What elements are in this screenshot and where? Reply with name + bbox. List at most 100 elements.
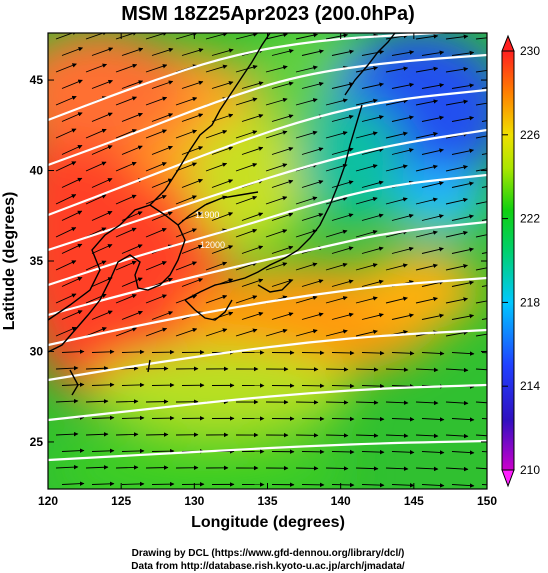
wind-arrow: [325, 400, 349, 405]
wind-arrow: [115, 96, 137, 106]
wind-arrow: [241, 81, 264, 89]
wind-arrow: [175, 261, 197, 271]
wind-arrow: [451, 280, 474, 287]
colorbar: 210 214 218 222 226 230: [501, 34, 540, 488]
wind-arrow: [91, 481, 115, 487]
wind-arrow: [271, 146, 294, 155]
height-contour: [48, 328, 487, 382]
wind-arrow: [361, 49, 385, 56]
wind-arrow: [445, 99, 469, 106]
wind-arrow: [121, 481, 145, 487]
wind-arrow: [481, 252, 487, 254]
wind-arrow: [175, 96, 198, 106]
wind-arrow: [421, 181, 444, 188]
wind-arrow: [85, 260, 107, 271]
wind-arrow: [181, 178, 203, 188]
wind-arrow: [55, 33, 78, 40]
wind-arrow: [115, 399, 139, 404]
wind-arrow: [361, 313, 384, 320]
wind-arrow: [331, 279, 354, 287]
wind-arrow: [295, 229, 318, 238]
wind-arrow: [121, 244, 143, 254]
wind-arrow: [331, 312, 354, 320]
wind-arrow: [61, 243, 83, 254]
wind-arrow: [61, 382, 85, 387]
wind-arrow: [331, 82, 354, 89]
wind-arrow: [445, 466, 469, 472]
wind-arrow: [385, 466, 409, 472]
wind-arrow: [355, 131, 378, 139]
wind-arrow: [391, 82, 415, 89]
wind-arrow: [145, 432, 169, 437]
wind-arrow: [325, 33, 349, 40]
wind-arrow: [331, 114, 354, 122]
wind-arrow: [361, 279, 384, 287]
wind-arrow: [211, 81, 234, 89]
wind-arrow: [91, 382, 115, 388]
wind-arrow: [481, 418, 487, 420]
wind-arrow: [121, 382, 145, 388]
wind-arrow: [85, 161, 107, 172]
wind-arrow: [241, 311, 264, 320]
wind-arrow: [445, 330, 469, 337]
wind-arrow: [331, 246, 354, 254]
wind-arrow: [295, 65, 318, 73]
wind-arrow: [385, 33, 409, 40]
wind-arrow: [445, 263, 468, 271]
wind-arrow: [61, 79, 83, 89]
wind-arrow: [181, 146, 204, 155]
wind-arrow: [421, 83, 445, 89]
wind-arrow: [235, 195, 258, 205]
wind-arrow: [91, 277, 113, 287]
wind-arrow: [145, 228, 167, 238]
wind-arrow: [295, 33, 318, 40]
wind-arrow: [385, 66, 409, 73]
wind-arrow: [271, 278, 294, 287]
height-contour: [48, 439, 487, 462]
wind-arrow: [301, 147, 324, 155]
wind-arrow: [445, 67, 469, 73]
wind-arrow: [61, 177, 83, 188]
wind-arrow: [115, 161, 137, 172]
wind-arrow: [211, 48, 234, 56]
wind-arrow: [301, 312, 324, 320]
wind-arrow: [115, 260, 137, 271]
height-contour: [48, 173, 487, 287]
wind-arrow: [241, 245, 264, 254]
wind-arrow: [355, 400, 379, 405]
wind-arrow: [331, 482, 355, 488]
y-axis: 25 30 35 40 45: [30, 73, 487, 449]
wind-arrow: [361, 416, 385, 422]
wind-arrow: [121, 448, 145, 454]
wind-arrow: [175, 162, 197, 172]
wind-arrow: [361, 246, 384, 254]
wind-arrow: [325, 296, 348, 304]
wind-arrow: [451, 115, 475, 122]
wind-arrow: [121, 47, 144, 56]
wind-arrow: [271, 179, 294, 188]
wind-arrow: [151, 80, 174, 89]
wind-arrow: [445, 433, 469, 439]
colorbar-ticks: 210 214 218 222 226 230: [502, 44, 540, 477]
wind-arrow: [325, 329, 348, 337]
wind-arrow: [181, 113, 204, 122]
wind-arrow: [265, 33, 288, 40]
wind-arrow: [151, 145, 173, 155]
wind-arrow: [85, 432, 109, 437]
wind-arrow: [145, 465, 169, 470]
wind-arrow: [301, 49, 324, 56]
wind-arrow: [91, 244, 113, 254]
wind-arrow: [331, 416, 355, 422]
wind-arrow: [325, 98, 348, 106]
wind-arrow: [85, 465, 109, 470]
wind-arrow: [301, 279, 324, 287]
wind-arrow: [271, 212, 294, 221]
x-tick-label: 145: [404, 494, 424, 508]
wind-arrow: [241, 146, 264, 155]
height-contours: 11900 12000: [48, 33, 487, 462]
wind-arrow: [265, 262, 288, 271]
wind-arrow: [115, 227, 137, 238]
wind-arrow: [295, 130, 318, 139]
wind-arrow: [115, 194, 137, 205]
wind-arrow: [55, 431, 79, 437]
